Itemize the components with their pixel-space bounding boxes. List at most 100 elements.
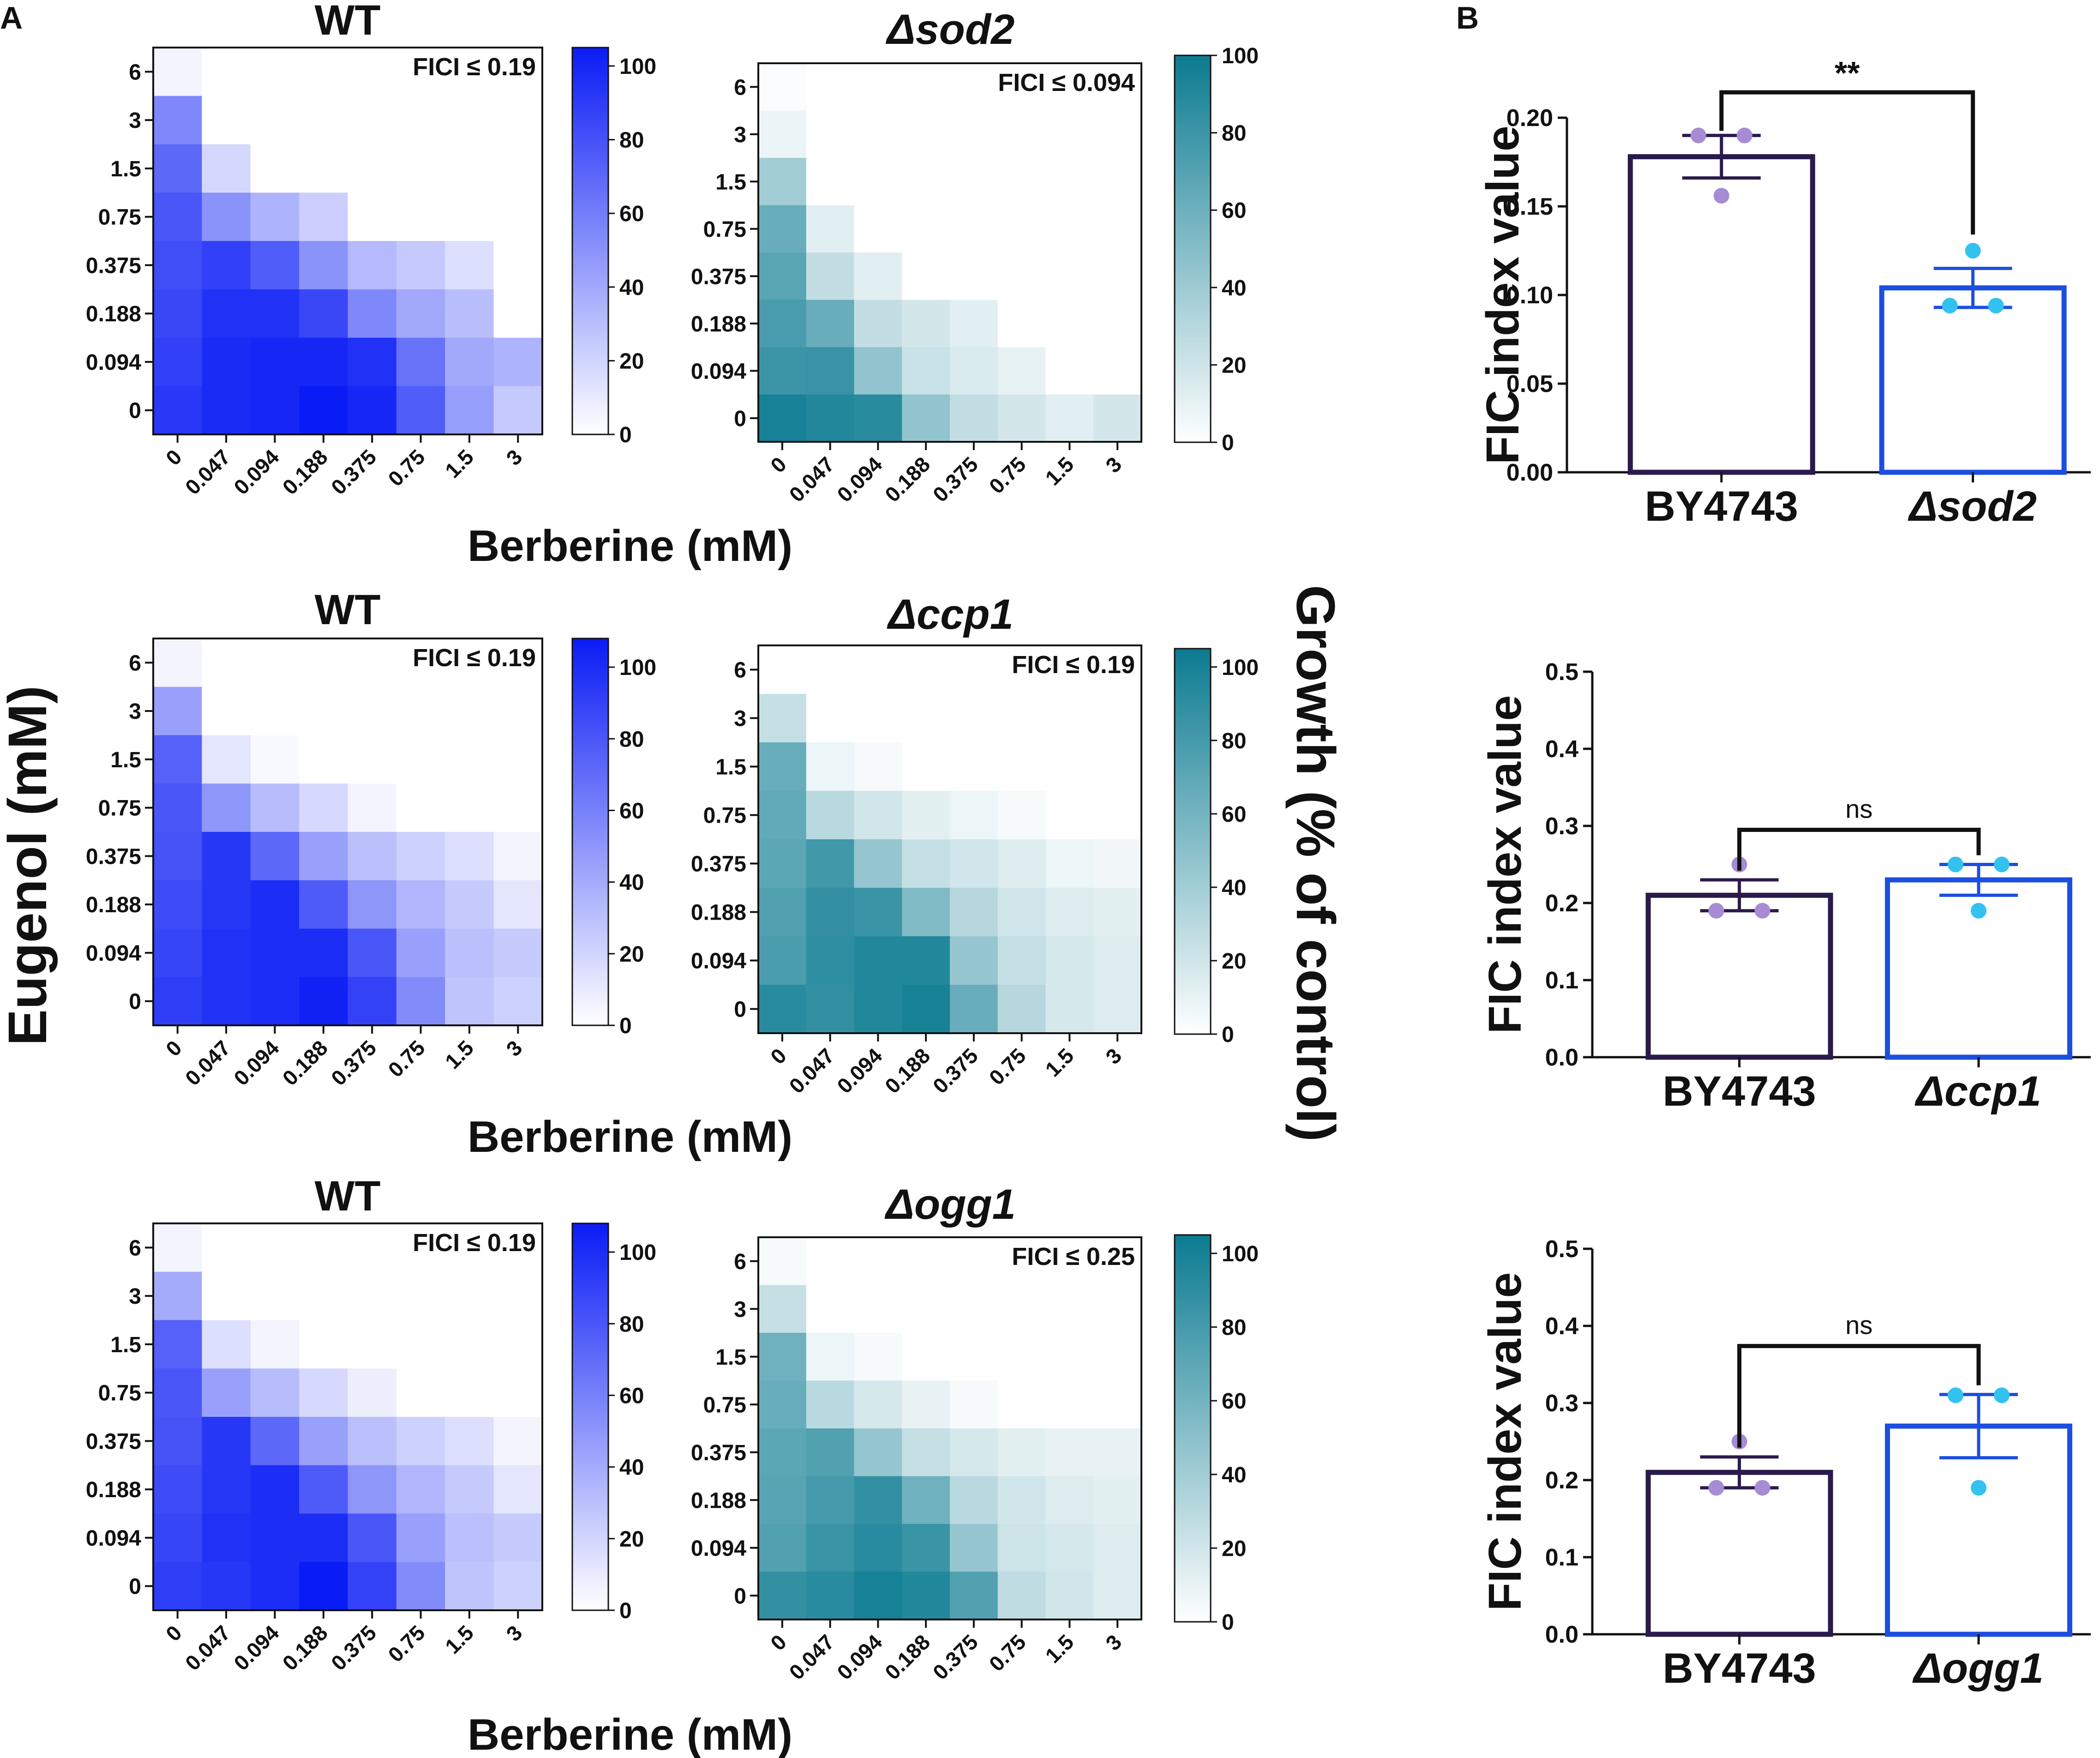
y-tick-label: 0.0 <box>1545 1621 1578 1648</box>
heatmap-cell <box>997 110 1046 158</box>
heatmap-cell <box>250 638 300 687</box>
y-tick-label: 1.5 <box>715 170 746 194</box>
heatmap-cell <box>997 394 1046 442</box>
y-axis-label: FIC index value <box>1479 1272 1531 1611</box>
heatmap-cell <box>202 638 251 687</box>
y-tick-label: 0.4 <box>1545 1313 1578 1340</box>
data-point <box>1736 127 1752 144</box>
heatmap-cell <box>250 880 300 929</box>
heatmap-cell <box>396 96 445 145</box>
heatmap-cell <box>299 686 348 736</box>
heatmap-cell <box>902 110 950 158</box>
heatmap-cell <box>854 694 902 743</box>
x-tick-label: 0.094 <box>229 1620 283 1675</box>
heatmap-title: Δccp1 <box>887 591 1013 638</box>
heatmap-cell <box>396 832 445 881</box>
y-tick-label: 0.5 <box>1545 659 1578 686</box>
heatmap-cell <box>202 289 251 338</box>
heatmap-cell <box>445 289 494 338</box>
heatmap-cell <box>1093 1524 1142 1572</box>
y-axis-label: FIC index value <box>1479 695 1531 1034</box>
heatmap-cell <box>758 1524 807 1572</box>
heatmap-cell <box>202 193 251 241</box>
heatmap-cell <box>950 888 998 937</box>
heatmap-cell <box>493 1562 543 1611</box>
heatmap-cell <box>806 1237 855 1286</box>
x-tick-label: 0.047 <box>180 1620 235 1675</box>
heatmap-cell <box>902 694 950 743</box>
heatmap-cell <box>1045 158 1094 206</box>
panel-label-a: A <box>0 0 23 36</box>
heatmap-cell <box>299 337 348 386</box>
heatmap-cell <box>1045 1524 1094 1572</box>
x-tick-label: 0.375 <box>326 445 381 499</box>
x-tick-label: 0.75 <box>984 1630 1031 1676</box>
heatmap-cell <box>299 1223 348 1272</box>
heatmap-cell <box>1093 1237 1142 1286</box>
heatmap-cell <box>950 694 998 743</box>
heatmap-cell <box>299 735 348 784</box>
heatmap-cell <box>493 386 543 435</box>
heatmap-cell <box>250 1417 300 1466</box>
heatmap-cell <box>806 1285 855 1333</box>
heatmap-cell <box>299 638 348 687</box>
x-tick-label: Δccp1 <box>1914 1068 2041 1115</box>
heatmap-cell <box>299 386 348 435</box>
heatmap-cell <box>854 1524 902 1572</box>
heatmap-cell <box>493 783 543 832</box>
heatmap-cell <box>854 63 902 111</box>
heatmap-cell <box>493 735 543 784</box>
heatmap-cell <box>348 1223 397 1272</box>
y-tick-label: 0 <box>129 1575 141 1599</box>
heatmap-cell <box>1093 300 1142 348</box>
x-tick-label: 0.094 <box>832 1043 887 1098</box>
heatmap-cell <box>758 110 807 158</box>
panel-label-b: B <box>1456 0 1479 36</box>
heatmap-cell <box>202 1513 251 1562</box>
heatmap-cell <box>1093 253 1142 301</box>
colorbar <box>571 1222 609 1611</box>
heatmap-cell <box>997 742 1046 791</box>
heatmap-cell <box>902 1476 950 1524</box>
y-tick-label: 0.375 <box>86 1429 141 1454</box>
heatmap-cell <box>758 347 807 395</box>
heatmap-cell <box>1045 205 1094 253</box>
heatmap-cell <box>1093 645 1142 694</box>
x-tick-label: 1.5 <box>1040 1630 1078 1668</box>
heatmap-cell <box>1093 1476 1142 1524</box>
heatmap-cell <box>299 48 348 96</box>
heatmap-cell <box>396 144 445 193</box>
x-tick-label: 1.5 <box>440 1620 478 1658</box>
y-tick-label: 0.375 <box>691 265 746 289</box>
data-point <box>1754 903 1770 919</box>
x-tick-label: 3 <box>1101 452 1126 477</box>
bar <box>1645 892 1833 1060</box>
significance-bracket <box>1737 828 1981 871</box>
colorbar-tick-label: 80 <box>1222 1316 1246 1340</box>
heatmap-cell <box>1093 1571 1142 1620</box>
x-tick-label: BY4743 <box>1662 1645 1816 1692</box>
heatmap-cell <box>153 96 202 145</box>
significance-label: ** <box>1835 55 1860 91</box>
heatmap-cell <box>493 928 543 977</box>
x-tick-label: Δsod2 <box>1908 483 2037 530</box>
y-tick-label: 0 <box>734 1584 746 1608</box>
heatmap-cell <box>250 1271 300 1321</box>
heatmap-cell <box>250 1465 300 1514</box>
x-tick-label: 1.5 <box>440 1036 478 1073</box>
heatmap-cell <box>493 96 543 145</box>
colorbar <box>1174 54 1212 443</box>
heatmap-cell <box>493 337 543 386</box>
heatmap-cell <box>950 63 998 111</box>
heatmap-cell <box>997 1571 1046 1620</box>
heatmap-cell <box>902 394 950 442</box>
heatmap-cell <box>758 645 807 694</box>
heatmap-cell <box>202 1562 251 1611</box>
x-tick-label: 0.047 <box>785 1043 839 1098</box>
y-tick-label: 1.5 <box>110 157 141 181</box>
fici-annotation: FICI ≤ 0.19 <box>413 53 536 81</box>
heatmap-cell <box>493 289 543 338</box>
x-tick-label: 0.375 <box>928 452 983 506</box>
heatmap-cell <box>396 1465 445 1514</box>
